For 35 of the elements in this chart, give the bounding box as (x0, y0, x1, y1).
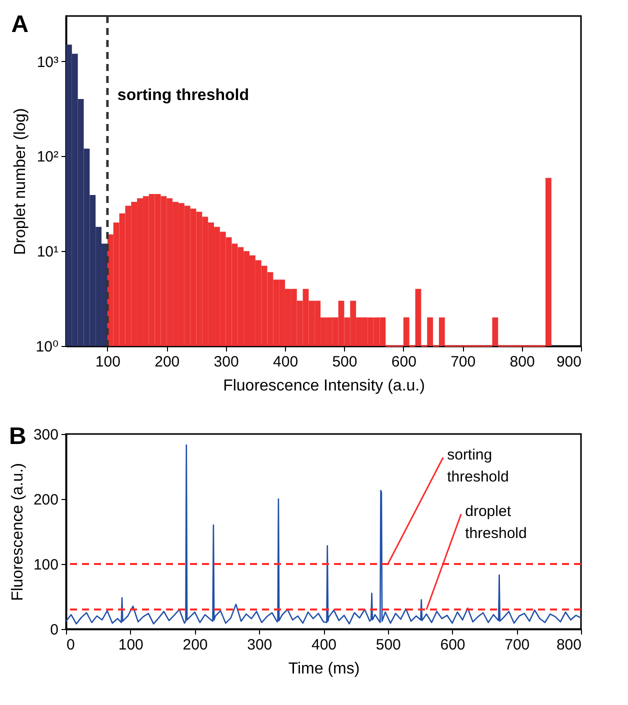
y-tick-label: 10⁰ (36, 338, 58, 356)
ref-line-label: droplet threshold (465, 503, 527, 542)
x-tick-label: 700 (504, 636, 530, 654)
y-tick-label: 10² (36, 148, 58, 166)
x-tick-label: 100 (95, 354, 120, 370)
y-tick-label: 200 (33, 492, 58, 508)
x-tick-label: 900 (556, 354, 582, 370)
x-tick-label: 400 (273, 354, 298, 370)
x-tick-label: 700 (450, 354, 476, 370)
chart-title: B (8, 423, 26, 450)
x-tick-label: 300 (247, 636, 272, 654)
y-tick-label: 0 (50, 622, 58, 638)
x-tick-label: 800 (556, 636, 582, 654)
ref-line-label: sorting threshold (447, 446, 509, 486)
x-tick-label: 200 (182, 636, 208, 654)
x-tick-label: 400 (311, 636, 337, 654)
x-tick-label: 600 (391, 354, 416, 370)
x-tick-label: 500 (376, 636, 401, 654)
x-tick-label: 0 (66, 636, 75, 654)
x-axis-title: Time (ms) (288, 660, 360, 678)
x-tick-label: 800 (510, 354, 535, 370)
x-axis-title: Fluorescence Intensity (a.u.) (223, 378, 425, 394)
y-tick-label: 10¹ (36, 244, 58, 261)
y-tick-label: 10³ (36, 54, 58, 71)
y-axis-title: Fluorescence (a.u.) (9, 463, 26, 601)
x-tick-label: 500 (332, 354, 358, 370)
y-axis-title: Droplet number (log) (12, 108, 29, 255)
x-tick-label: 300 (214, 354, 239, 370)
y-tick-label: 100 (33, 556, 58, 574)
y-tick-label: 300 (33, 426, 58, 444)
x-tick-label: 200 (154, 354, 180, 370)
chart-title: A (11, 10, 29, 38)
ref-line-label: sorting threshold (117, 87, 249, 104)
x-tick-label: 600 (440, 636, 466, 654)
x-tick-label: 100 (118, 636, 144, 654)
